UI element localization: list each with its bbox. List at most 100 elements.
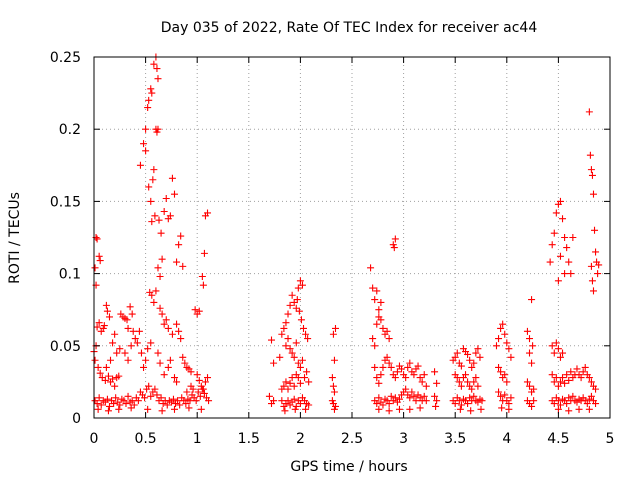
roti-point [152, 287, 160, 295]
roti-point [278, 330, 286, 338]
roti-point [561, 379, 569, 387]
x-tick-label: 2.5 [341, 431, 363, 447]
roti-point [592, 385, 600, 393]
roti-point [377, 316, 385, 324]
roti-point [195, 307, 203, 315]
grid [94, 57, 610, 418]
roti-point [151, 385, 159, 393]
roti-point [198, 272, 206, 280]
roti-point [385, 400, 393, 408]
roti-point [191, 306, 199, 314]
roti-point [286, 301, 294, 309]
roti-point [404, 363, 412, 371]
roti-point [150, 298, 158, 306]
roti-point [115, 372, 123, 380]
roti-point [330, 388, 338, 396]
roti-point [284, 385, 292, 393]
roti-point [550, 378, 558, 386]
roti-point [162, 316, 170, 324]
roti-point [375, 379, 383, 387]
roti-point [585, 405, 593, 413]
roti-point [293, 296, 301, 304]
roti-point [173, 320, 181, 328]
roti-point [410, 371, 418, 379]
roti-point [416, 404, 424, 412]
roti-point [474, 382, 482, 390]
roti-point [589, 190, 597, 198]
roti-point [156, 304, 164, 312]
roti-point [128, 310, 136, 318]
roti-point [329, 330, 337, 338]
roti-point [414, 362, 422, 370]
roti-point [93, 235, 101, 243]
roti-point [96, 369, 104, 377]
roti-point [416, 374, 424, 382]
roti-point [550, 229, 558, 237]
roti-point [563, 371, 571, 379]
roti-point [505, 405, 513, 413]
roti-point [147, 197, 155, 205]
roti-point [567, 368, 575, 376]
roti-point [151, 212, 159, 220]
roti-point [102, 301, 110, 309]
roti-point [495, 335, 503, 343]
roti-point [373, 287, 381, 295]
roti-point [158, 255, 166, 263]
roti-point [170, 405, 178, 413]
roti-point [288, 291, 296, 299]
roti-point [579, 368, 587, 376]
roti-point [530, 385, 538, 393]
roti-point [116, 401, 124, 409]
roti-point [393, 368, 401, 376]
roti-point [587, 392, 595, 400]
roti-point [135, 327, 143, 335]
roti-point [495, 363, 503, 371]
roti-point [586, 151, 594, 159]
roti-point [173, 378, 181, 386]
roti-point [101, 376, 109, 384]
x-axis-label: GPS time / hours [290, 459, 407, 475]
roti-point [554, 405, 562, 413]
roti-point [408, 388, 416, 396]
roti-point [453, 349, 461, 357]
roti-point [470, 378, 478, 386]
roti-point [466, 356, 474, 364]
roti-point [140, 140, 148, 148]
roti-point [168, 330, 176, 338]
roti-point [470, 359, 478, 367]
roti-point [474, 345, 482, 353]
roti-point [200, 249, 208, 257]
roti-point [497, 324, 505, 332]
roti-point [292, 402, 300, 410]
roti-point [278, 397, 286, 405]
roti-point [302, 330, 310, 338]
roti-point [526, 349, 534, 357]
roti-point [290, 353, 298, 361]
roti-point [282, 319, 290, 327]
roti-point [147, 339, 155, 347]
roti-point [298, 281, 306, 289]
roti-point [455, 378, 463, 386]
roti-point [371, 296, 379, 304]
x-tick-label: 3.5 [444, 431, 466, 447]
roti-point [174, 397, 182, 405]
roti-point [462, 371, 470, 379]
roti-point [588, 171, 596, 179]
roti-point [587, 378, 595, 386]
roti-point [94, 405, 102, 413]
roti-point [166, 212, 174, 220]
roti-point [548, 342, 556, 350]
roti-point [280, 324, 288, 332]
roti-point [589, 287, 597, 295]
roti-point [498, 404, 506, 412]
roti-point [122, 400, 130, 408]
roti-point [470, 392, 478, 400]
roti-point [575, 405, 583, 413]
roti-point [379, 401, 387, 409]
roti-point [131, 335, 139, 343]
y-tick-labels: 0 0.05 0.1 0.15 0.2 0.25 [50, 50, 81, 427]
y-tick-label: 0.25 [50, 50, 81, 66]
roti-point [140, 363, 148, 371]
roti-point [149, 176, 157, 184]
roti-point [150, 166, 158, 174]
